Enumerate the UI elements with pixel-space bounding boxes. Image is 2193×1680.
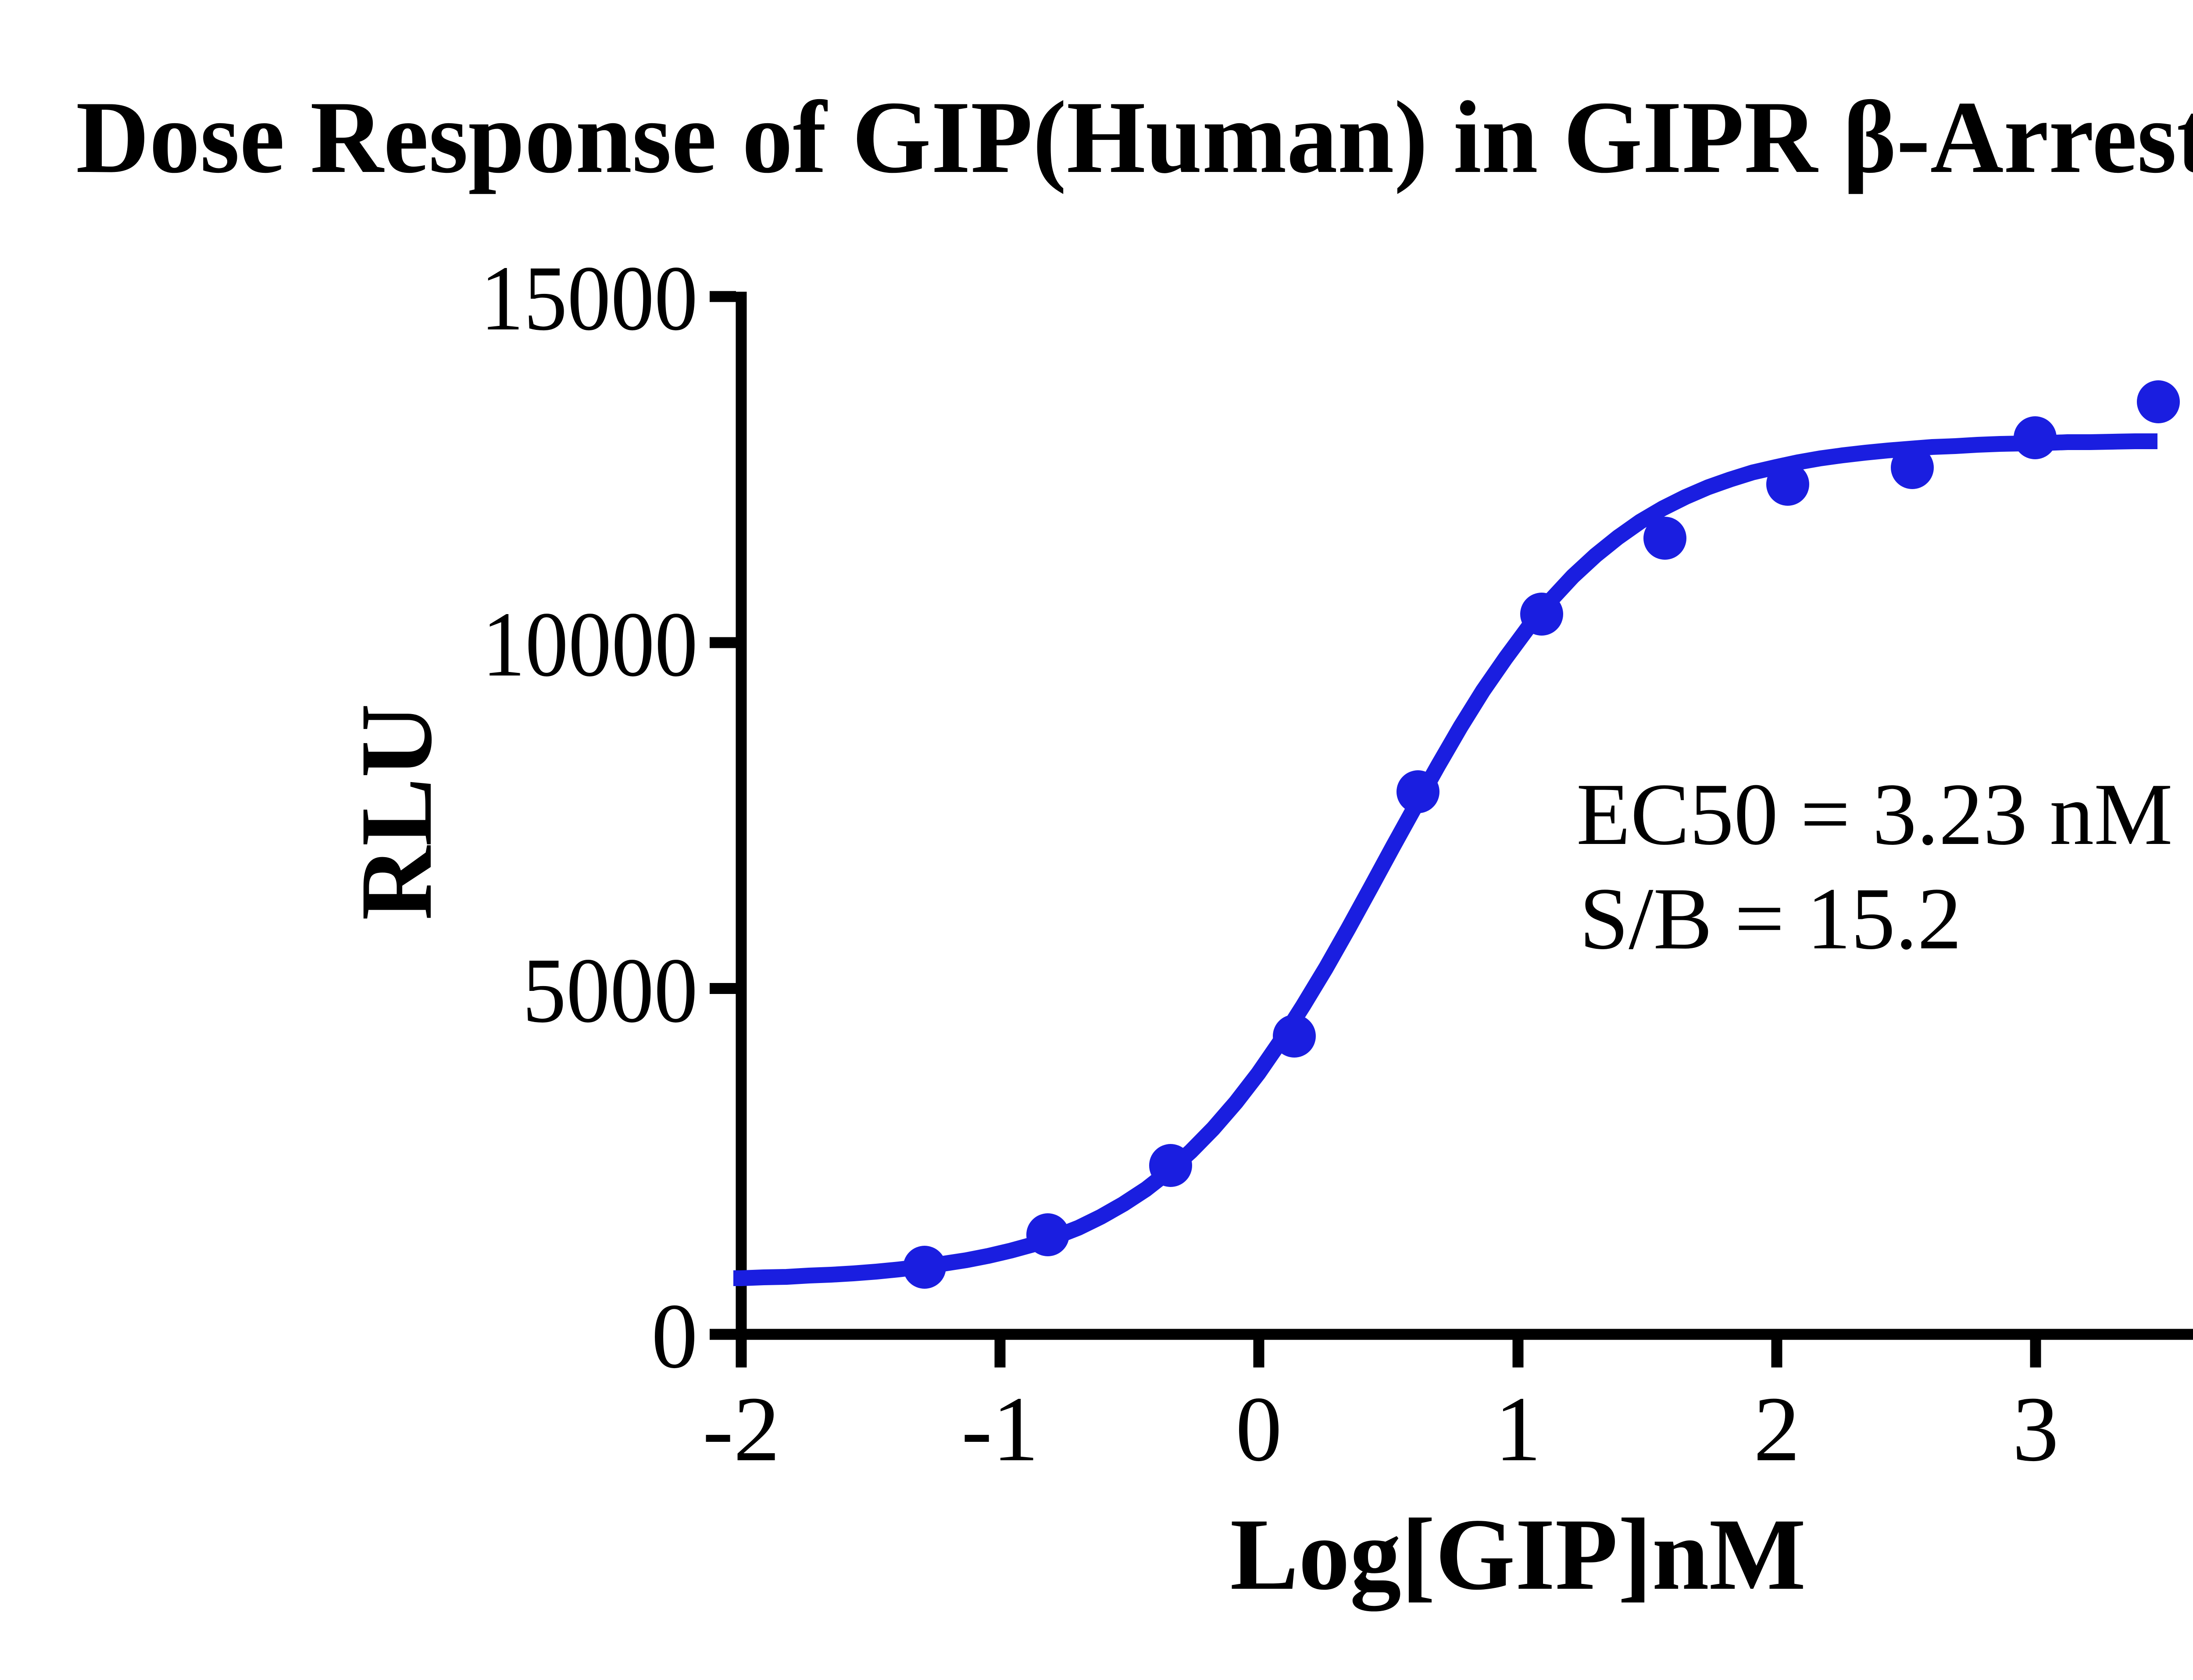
svg-text:S/B = 15.2: S/B = 15.2: [1579, 869, 1962, 968]
svg-text:15000: 15000: [480, 247, 698, 350]
svg-text:10000: 10000: [482, 593, 698, 696]
svg-text:EC50 = 3.23 nM: EC50 = 3.23 nM: [1576, 765, 2173, 863]
svg-text:0: 0: [651, 1284, 698, 1387]
svg-text:2: 2: [1754, 1377, 1800, 1480]
svg-text:1: 1: [1495, 1377, 1541, 1480]
svg-text:-2: -2: [703, 1377, 780, 1480]
svg-text:0: 0: [1236, 1377, 1282, 1480]
svg-text:-1: -1: [961, 1377, 1039, 1480]
svg-text:5000: 5000: [522, 939, 698, 1042]
svg-text:RLU: RLU: [339, 704, 453, 920]
svg-text:Dose Response of GIP(Human) in: Dose Response of GIP(Human) in GIPR β-Ar…: [76, 80, 2193, 195]
svg-text:Log[GIP]nM: Log[GIP]nM: [1230, 1497, 1806, 1612]
svg-text:3: 3: [2012, 1377, 2059, 1480]
